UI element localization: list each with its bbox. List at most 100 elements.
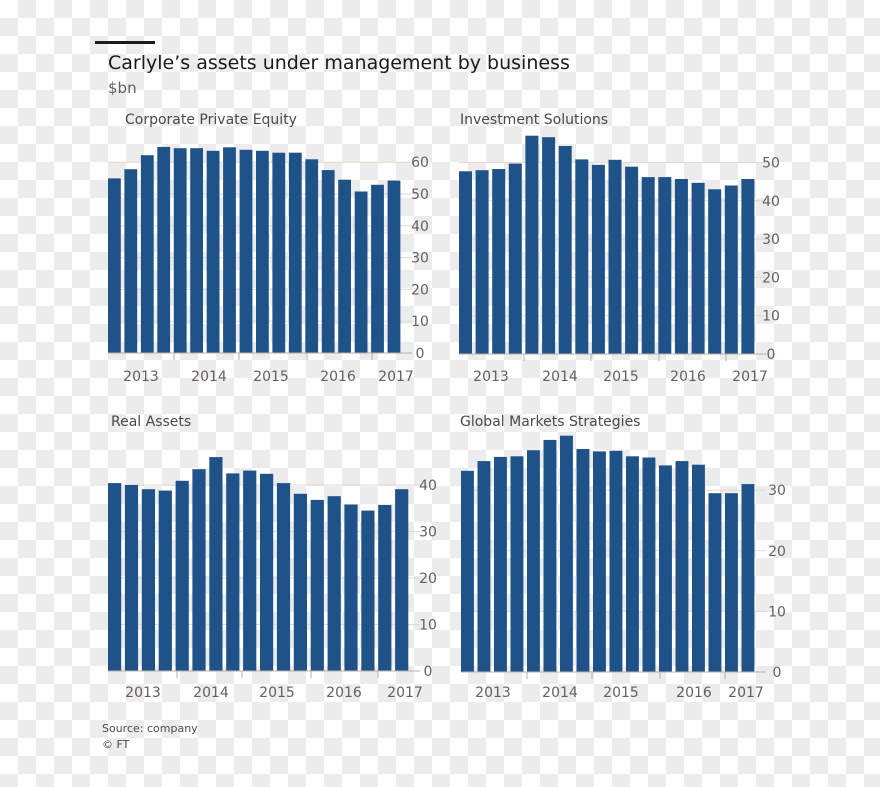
bar — [575, 159, 589, 354]
panel-4: Global Markets Strategies 0 10 20 30 2013 2014… — [460, 414, 786, 701]
bar — [708, 493, 722, 672]
y-tick-label: 30 — [419, 525, 437, 541]
panel-3: Real Assets 0 10 20 30 40 2013 2014 2015 2016 2017 — [108, 414, 437, 701]
x-tick-label: 2014 — [542, 369, 578, 385]
y-tick-label: 40 — [419, 478, 437, 494]
y-tick-label: 40 — [762, 194, 780, 210]
bar — [543, 439, 557, 672]
bar — [226, 473, 240, 671]
y-tick-label: 20 — [762, 270, 780, 286]
bar — [724, 185, 738, 354]
panel-title: Investment Solutions — [460, 112, 608, 128]
bar — [527, 450, 540, 672]
bar — [675, 461, 689, 672]
x-tick-label: 2013 — [475, 685, 511, 701]
bar — [741, 179, 755, 354]
bar — [256, 150, 269, 353]
bar — [140, 155, 154, 353]
x-tick-label: 2016 — [326, 685, 362, 701]
panel-title: Global Markets Strategies — [460, 414, 640, 430]
bar — [321, 170, 335, 353]
bar — [459, 171, 472, 354]
bar — [593, 451, 606, 672]
bar — [642, 457, 656, 672]
bar — [124, 485, 139, 671]
bar — [591, 164, 605, 354]
bar — [494, 456, 507, 672]
x-tick-label: 2017 — [378, 369, 414, 385]
y-tick-label: 0 — [767, 347, 776, 363]
bar — [492, 169, 506, 354]
x-tick-label: 2013 — [123, 369, 159, 385]
x-tick-label: 2017 — [728, 685, 764, 701]
bar — [674, 179, 688, 354]
y-tick-label: 40 — [411, 219, 429, 235]
x-tick-label: 2014 — [193, 685, 229, 701]
bar — [508, 163, 522, 354]
bar — [108, 483, 122, 671]
y-tick-label: 50 — [411, 187, 429, 203]
bar — [206, 150, 220, 353]
source-note: Source: company — [102, 722, 198, 735]
bar — [157, 146, 171, 353]
x-tick-label: 2013 — [473, 369, 509, 385]
bar — [173, 148, 187, 353]
bar — [192, 469, 206, 671]
y-tick-label: 0 — [424, 664, 433, 680]
y-tick-label: 10 — [768, 604, 786, 620]
bar — [310, 499, 324, 671]
bar — [641, 177, 655, 354]
x-tick-label: 2015 — [253, 369, 289, 385]
bar — [378, 505, 392, 671]
bar — [288, 152, 302, 353]
y-tick-label: 0 — [773, 665, 782, 681]
y-tick-label: 20 — [411, 282, 429, 298]
bar — [124, 169, 138, 353]
bar — [371, 184, 384, 353]
bar — [276, 483, 291, 671]
x-tick-label: 2017 — [732, 369, 768, 385]
bar — [260, 473, 274, 671]
y-tick-label: 10 — [411, 314, 429, 330]
y-tick-label: 20 — [768, 544, 786, 560]
bar — [354, 191, 368, 353]
bar — [461, 470, 474, 672]
bar — [658, 177, 672, 354]
bar — [609, 450, 623, 672]
bar — [361, 510, 375, 671]
x-tick-label: 2014 — [191, 369, 227, 385]
bar — [708, 189, 722, 354]
bar — [175, 480, 189, 671]
title-rule — [95, 41, 155, 44]
bar — [243, 470, 257, 671]
x-tick-label: 2016 — [676, 685, 712, 701]
panel-title: Corporate Private Equity — [125, 112, 297, 128]
bar — [209, 457, 223, 671]
bar — [625, 166, 639, 354]
bar — [626, 456, 639, 672]
bar — [659, 465, 672, 672]
panel-1: Corporate Private Equity 0 10 20 30 40 50 60 201… — [108, 112, 429, 385]
y-tick-label: 30 — [411, 251, 429, 267]
bar — [608, 159, 622, 354]
bar — [344, 504, 358, 671]
chart-title: Carlyle’s assets under management by bus… — [108, 52, 570, 74]
bar — [395, 489, 409, 671]
bar — [108, 178, 121, 353]
unit-label: $bn — [108, 79, 137, 97]
panels: Corporate Private Equity0102030405060201… — [108, 112, 786, 701]
bar — [576, 449, 590, 672]
bar — [327, 496, 341, 671]
bar — [510, 456, 524, 672]
bar — [190, 148, 203, 353]
bar — [525, 135, 539, 354]
y-tick-label: 60 — [411, 155, 429, 171]
bar — [239, 149, 253, 353]
x-tick-label: 2015 — [603, 369, 639, 385]
y-tick-label: 0 — [416, 346, 425, 362]
y-tick-label: 30 — [762, 232, 780, 248]
bar — [692, 464, 705, 672]
bar — [293, 493, 307, 671]
y-tick-label: 10 — [762, 309, 780, 325]
bar — [477, 461, 491, 672]
